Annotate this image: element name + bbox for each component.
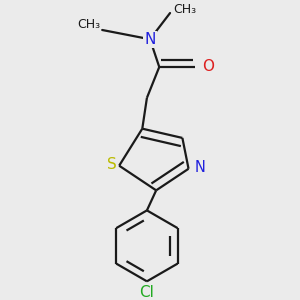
Text: O: O [202, 59, 214, 74]
Text: Cl: Cl [140, 285, 154, 300]
Text: CH₃: CH₃ [173, 3, 196, 16]
Text: N: N [195, 160, 206, 175]
Text: S: S [106, 157, 116, 172]
Text: CH₃: CH₃ [77, 18, 100, 31]
Text: N: N [144, 32, 156, 47]
